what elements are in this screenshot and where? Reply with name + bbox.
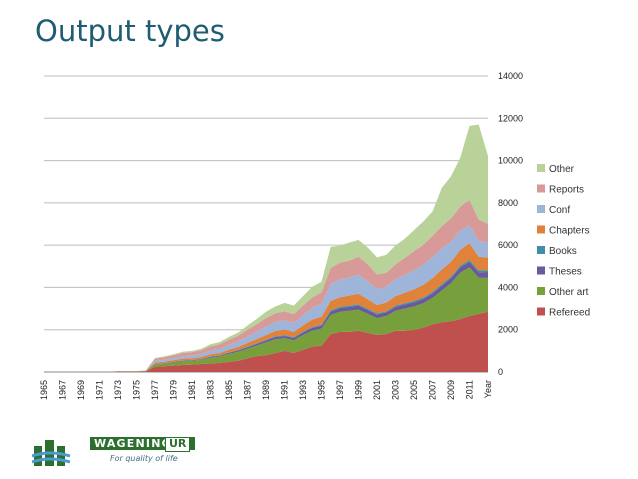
legend-label: Chapters bbox=[549, 226, 590, 237]
x-axis-label: Year bbox=[483, 380, 493, 398]
y-tick-label: 10000 bbox=[498, 156, 523, 166]
x-tick-label: 1981 bbox=[187, 380, 197, 400]
x-tick-label: 1987 bbox=[243, 380, 253, 400]
x-tick-label: 2007 bbox=[428, 380, 438, 400]
x-tick-label: 1991 bbox=[280, 380, 290, 400]
x-axis: 1965 1967 1969 1971 1973 1975 1977 1979 1981 1983… bbox=[39, 380, 493, 400]
legend-swatch bbox=[537, 164, 545, 172]
legend-label: Books bbox=[549, 246, 577, 257]
legend-label: Other bbox=[549, 164, 575, 175]
x-tick-label: 1969 bbox=[76, 380, 86, 400]
slide-title: Output types bbox=[35, 14, 225, 48]
legend-swatch bbox=[537, 307, 545, 316]
x-tick-label: 1977 bbox=[150, 380, 160, 400]
y-tick-label: 6000 bbox=[498, 240, 518, 250]
x-tick-label: 1999 bbox=[354, 380, 364, 400]
legend-label: Theses bbox=[549, 267, 582, 278]
y-tick-label: 4000 bbox=[498, 282, 518, 292]
x-tick-label: 1993 bbox=[298, 380, 308, 400]
y-tick-label: 2000 bbox=[498, 325, 518, 335]
area-other bbox=[44, 124, 488, 372]
x-tick-label: 2009 bbox=[446, 380, 456, 400]
x-tick-label: 1967 bbox=[58, 380, 68, 400]
x-tick-label: 2001 bbox=[372, 380, 382, 400]
x-tick-label: 1997 bbox=[335, 380, 345, 400]
legend: Other Reports Conf Chapters Books Theses Other… bbox=[537, 164, 590, 319]
wageningen-ur-logo: WAGENINGEN UR For quality of life bbox=[32, 434, 202, 470]
y-tick-label: 14000 bbox=[498, 71, 523, 81]
x-tick-label: 1965 bbox=[39, 380, 49, 400]
legend-label: Other art bbox=[549, 287, 589, 298]
x-tick-label: 2005 bbox=[409, 380, 419, 400]
y-tick-label: 12000 bbox=[498, 113, 523, 123]
x-tick-label: 1983 bbox=[206, 380, 216, 400]
legend-label: Reports bbox=[549, 185, 584, 196]
legend-swatch bbox=[537, 266, 545, 275]
y-axis: 0 2000 4000 6000 8000 10000 12000 14000 bbox=[498, 71, 523, 377]
area-series bbox=[44, 124, 488, 372]
area-other-art bbox=[44, 267, 488, 372]
x-tick-label: 1971 bbox=[95, 380, 105, 400]
legend-swatch bbox=[537, 225, 545, 234]
x-tick-label: 1995 bbox=[317, 380, 327, 400]
legend-label: Refereed bbox=[549, 308, 590, 319]
logo-emblem-icon bbox=[32, 440, 71, 466]
logo-tagline: For quality of life bbox=[110, 454, 178, 463]
x-tick-label: 1973 bbox=[113, 380, 123, 400]
legend-swatch bbox=[537, 246, 545, 254]
area-refereed bbox=[44, 311, 488, 372]
legend-swatch bbox=[537, 205, 545, 213]
logo-brand-suffix: UR bbox=[165, 437, 191, 452]
x-tick-label: 1975 bbox=[132, 380, 142, 400]
y-tick-label: 0 bbox=[498, 367, 503, 377]
legend-swatch bbox=[537, 184, 545, 193]
legend-swatch bbox=[537, 287, 545, 295]
x-tick-label: 1979 bbox=[169, 380, 179, 400]
x-tick-label: 1989 bbox=[261, 380, 271, 400]
x-tick-label: 1985 bbox=[224, 380, 234, 400]
legend-label: Conf bbox=[549, 205, 570, 216]
x-tick-label: 2003 bbox=[391, 380, 401, 400]
x-tick-label: 2011 bbox=[465, 380, 475, 399]
y-tick-label: 8000 bbox=[498, 198, 518, 208]
